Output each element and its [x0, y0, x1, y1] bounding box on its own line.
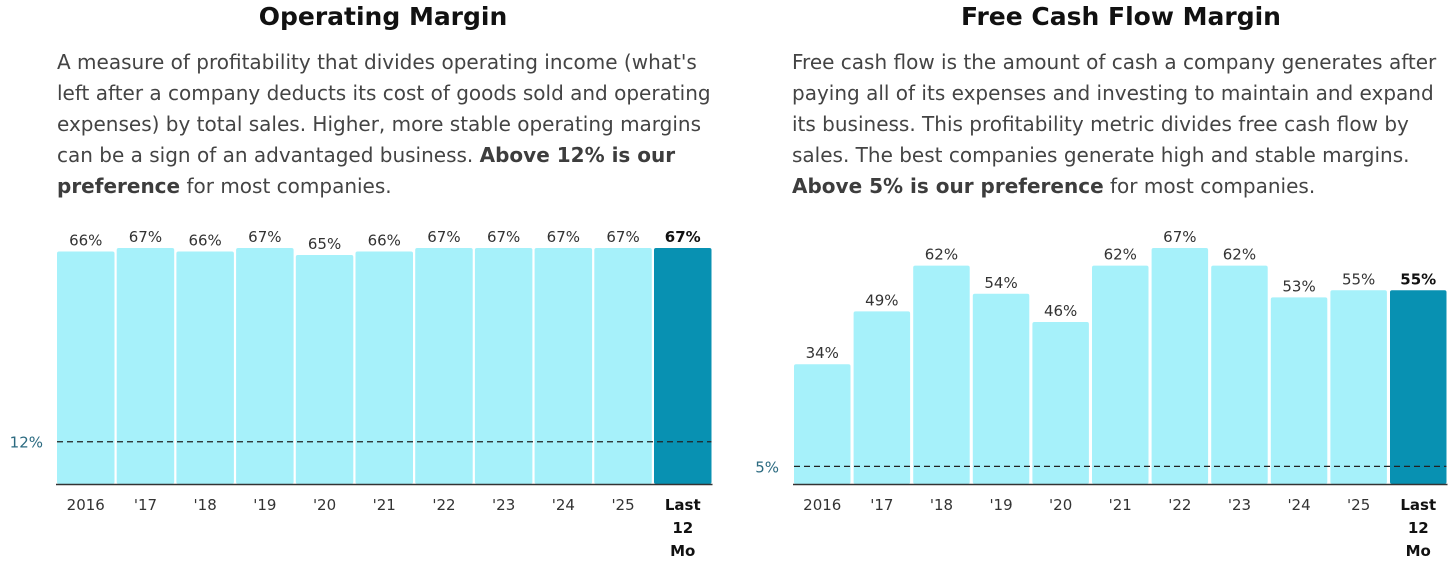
fcf-margin-bar-4 — [1032, 321, 1089, 484]
operating-margin-bar-2 — [176, 251, 234, 484]
operating-margin-bar-10 — [654, 248, 712, 484]
fcf-margin-description: Free cash flow is the amount of cash a c… — [792, 47, 1452, 202]
fcf-margin-value-label-0: 34% — [806, 344, 839, 362]
operating-margin-value-label-3: 67% — [248, 228, 281, 246]
operating-margin-value-label-5: 66% — [368, 232, 401, 250]
operating-margin-value-label-8: 67% — [547, 228, 580, 246]
operating-margin-preference-text: Above 12% is our preference — [57, 143, 676, 198]
fcf-margin-tick-label-1: '17 — [870, 496, 893, 514]
operating-margin-bar-4 — [295, 255, 354, 484]
operating-margin-tick-label-4: '20 — [313, 496, 336, 514]
fcf-margin-tick-label-6: '22 — [1168, 496, 1191, 514]
operating-margin-tick-label-9: '25 — [611, 496, 634, 514]
operating-margin-tick-label-2: '18 — [194, 496, 217, 514]
operating-margin-bar-5 — [355, 251, 413, 484]
fcf-margin-bar-7 — [1211, 265, 1268, 484]
fcf-margin-bar-9 — [1330, 290, 1387, 484]
fcf-margin-tick-label-3: '19 — [989, 496, 1012, 514]
operating-margin-reference-label: 12% — [10, 434, 43, 452]
operating-margin-bar-9 — [594, 248, 652, 484]
operating-margin-title: Operating Margin — [258, 2, 508, 31]
fcf-margin-preference-text: Above 5% is our preference — [792, 174, 1104, 198]
operating-margin-value-label-0: 66% — [69, 232, 102, 250]
fcf-margin-description-tail: for most companies. — [1103, 174, 1316, 198]
operating-margin-value-label-7: 67% — [487, 228, 520, 246]
fcf-margin-bar-3 — [972, 293, 1030, 484]
fcf-margin-value-label-1: 49% — [865, 291, 898, 309]
operating-margin-description-text: A measure of profitability that divides … — [57, 50, 711, 167]
fcf-margin-tick-label-5: '21 — [1109, 496, 1132, 514]
operating-margin-bar-0 — [57, 251, 115, 484]
fcf-margin-title: Free Cash Flow Margin — [961, 2, 1281, 31]
operating-margin-tick-label-1: '17 — [134, 496, 157, 514]
fcf-margin-tick-label-10: Last 12 Mo — [1400, 496, 1436, 560]
fcf-margin-value-label-2: 62% — [925, 246, 958, 264]
operating-margin-tick-label-8: '24 — [552, 496, 575, 514]
fcf-margin-tick-label-7: '23 — [1228, 496, 1251, 514]
fcf-margin-value-label-5: 62% — [1104, 246, 1137, 264]
fcf-margin-bar-0 — [794, 364, 851, 484]
operating-margin-tick-label-7: '23 — [492, 496, 515, 514]
fcf-margin-panel: Free Cash Flow Margin Free cash flow is … — [728, 0, 1456, 564]
fcf-margin-bar-5 — [1092, 265, 1149, 484]
operating-margin-value-label-9: 67% — [606, 228, 639, 246]
fcf-margin-value-label-7: 62% — [1223, 246, 1256, 264]
fcf-margin-bar-8 — [1270, 297, 1328, 484]
fcf-margin-tick-label-8: '24 — [1287, 496, 1310, 514]
fcf-margin-value-label-4: 46% — [1044, 302, 1077, 320]
fcf-margin-tick-label-9: '25 — [1347, 496, 1370, 514]
operating-margin-value-label-1: 67% — [129, 228, 162, 246]
operating-margin-bar-7 — [474, 248, 533, 484]
fcf-margin-description-text: Free cash flow is the amount of cash a c… — [792, 50, 1437, 167]
operating-margin-tick-label-3: '19 — [253, 496, 276, 514]
fcf-margin-reference-label: 5% — [755, 458, 779, 476]
fcf-margin-tick-label-4: '20 — [1049, 496, 1072, 514]
fcf-margin-tick-label-0: 2016 — [803, 496, 841, 514]
operating-margin-bar-3 — [236, 248, 294, 484]
fcf-margin-bar-10 — [1390, 290, 1447, 484]
operating-margin-bar-1 — [116, 248, 175, 484]
fcf-margin-bar-1 — [853, 311, 911, 484]
fcf-margin-value-label-10: 55% — [1400, 270, 1436, 288]
fcf-margin-tick-label-2: '18 — [930, 496, 953, 514]
operating-margin-tick-label-5: '21 — [373, 496, 396, 514]
fcf-margin-value-label-3: 54% — [984, 274, 1017, 292]
operating-margin-tick-label-10: Last 12 Mo — [665, 496, 701, 560]
operating-margin-tick-label-6: '22 — [432, 496, 455, 514]
operating-margin-tick-label-0: 2016 — [67, 496, 105, 514]
operating-margin-value-label-4: 65% — [308, 235, 341, 253]
operating-margin-bar-6 — [415, 248, 473, 484]
operating-margin-value-label-2: 66% — [188, 232, 221, 250]
fcf-margin-bar-2 — [913, 265, 970, 484]
operating-margin-bar-8 — [534, 248, 593, 484]
fcf-margin-bar-6 — [1151, 248, 1209, 484]
operating-margin-description: A measure of profitability that divides … — [57, 47, 727, 202]
operating-margin-value-label-6: 67% — [427, 228, 460, 246]
fcf-margin-value-label-6: 67% — [1163, 228, 1196, 246]
operating-margin-value-label-10: 67% — [665, 228, 701, 246]
operating-margin-description-tail: for most companies. — [180, 174, 392, 198]
operating-margin-panel: Operating Margin A measure of profitabil… — [57, 2, 727, 202]
fcf-margin-value-label-9: 55% — [1342, 270, 1375, 288]
fcf-margin-value-label-8: 53% — [1282, 277, 1315, 295]
